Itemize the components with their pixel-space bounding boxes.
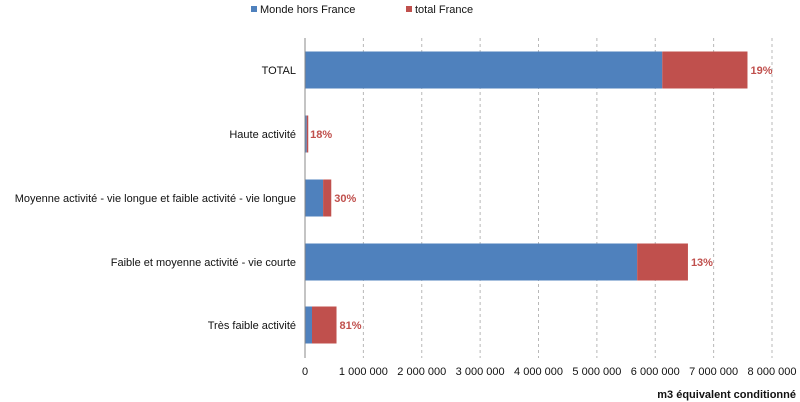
legend: Monde hors France total France	[251, 4, 473, 16]
x-tick-label: 1 000 000	[339, 366, 388, 378]
bar-monde-4	[305, 306, 313, 344]
x-tick-label: 7 000 000	[689, 366, 738, 378]
category-label: Faible et moyenne activité - vie courte	[111, 257, 296, 269]
bar-france-2	[323, 179, 332, 217]
share-label: 30%	[334, 193, 356, 205]
x-tick-label: 5 000 000	[572, 366, 621, 378]
x-tick-label: 6 000 000	[631, 366, 680, 378]
bars	[305, 51, 748, 344]
legend-label: total France	[415, 4, 473, 16]
share-label: 13%	[691, 257, 713, 269]
bar-monde-3	[305, 243, 638, 281]
grid	[362, 38, 773, 358]
bar-monde-1	[305, 115, 307, 153]
x-tick-label: 8 000 000	[748, 366, 797, 378]
x-tick-label: 2 000 000	[397, 366, 446, 378]
category-label: Moyenne activité - vie longue et faible …	[15, 193, 296, 205]
x-tick-label: 3 000 000	[456, 366, 505, 378]
category-label: TOTAL	[262, 65, 296, 77]
share-label: 19%	[750, 65, 772, 77]
bar-monde-2	[305, 179, 324, 217]
legend-label: Monde hors France	[260, 4, 355, 16]
bar-monde-0	[305, 51, 663, 89]
category-label: Haute activité	[229, 129, 296, 141]
share-label: 81%	[340, 320, 362, 332]
legend-swatch	[251, 6, 257, 12]
bar-france-0	[662, 51, 748, 89]
share-labels: 19% 18% 30% 13% 81%	[310, 65, 773, 332]
x-tick-label: 0	[302, 366, 308, 378]
x-axis-title: m3 équivalent conditionné	[657, 389, 796, 401]
bar-france-1	[306, 115, 309, 153]
bar-france-4	[312, 306, 337, 344]
category-labels: TOTAL Haute activité Moyenne activité - vi…	[15, 65, 296, 332]
bar-france-3	[637, 243, 688, 281]
legend-swatch	[406, 6, 412, 12]
share-label: 18%	[310, 129, 332, 141]
x-tick-label: 4 000 000	[514, 366, 563, 378]
x-axis-ticks: 0 1 000 000 2 000 000 3 000 000 4 000 000 5 0…	[302, 366, 797, 378]
category-label: Très faible activité	[208, 320, 296, 332]
